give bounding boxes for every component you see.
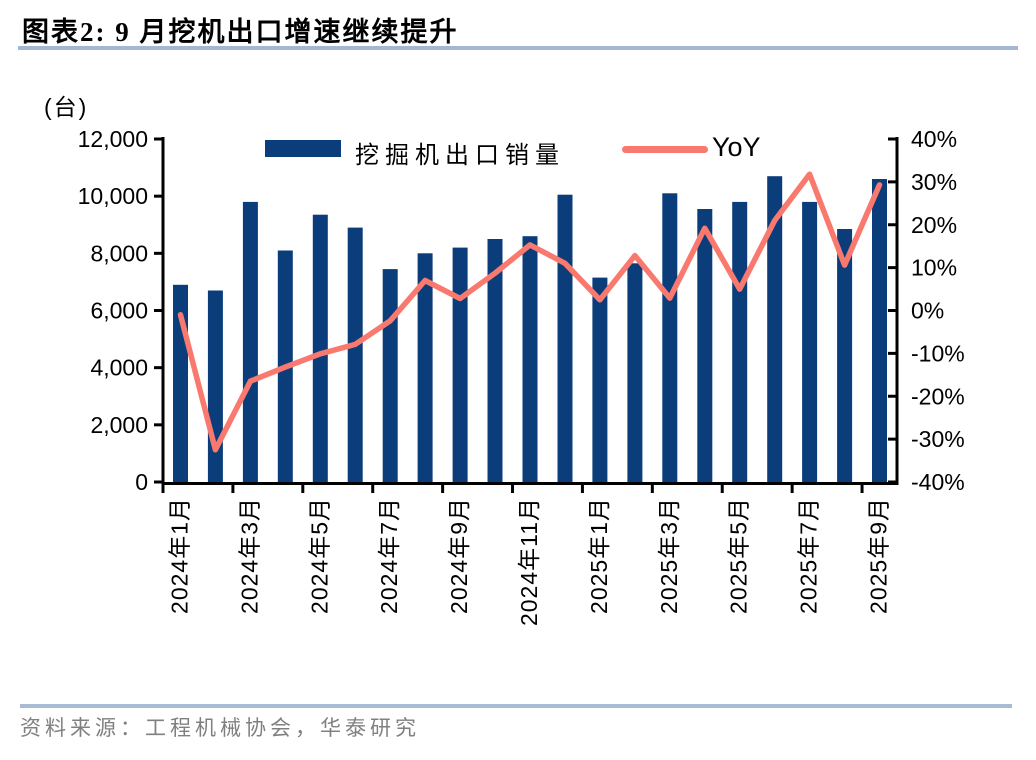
x-axis-tick-label: 2025年1月 <box>586 497 612 614</box>
right-axis-tick-label: -20% <box>911 383 965 409</box>
bar-2025年3月 <box>662 193 678 484</box>
legend-line-swatch-icon <box>622 146 708 153</box>
x-axis-tick-label: 2024年5月 <box>306 497 332 614</box>
bar-2025年6月 <box>767 176 783 484</box>
bar-2024年5月 <box>312 214 328 484</box>
right-axis-tick-label: -40% <box>911 469 965 495</box>
bar-2024年3月 <box>242 201 258 484</box>
bar-2025年4月 <box>697 209 713 484</box>
bar-2024年12月 <box>557 194 573 484</box>
legend-bar-swatch-icon <box>265 140 341 157</box>
right-axis: -40% -30% -20% -10% 0% 10% 20% 30% 40% <box>888 126 965 495</box>
left-axis-tick-label: 4,000 <box>90 355 148 381</box>
chart-title: 图表2: 9 月挖机出口增速继续提升 <box>22 17 459 47</box>
bar-2024年9月 <box>452 247 468 484</box>
right-axis-tick-label: 20% <box>911 212 957 238</box>
bar-2025年9月 <box>872 179 887 484</box>
left-axis-tick-label: 8,000 <box>90 240 148 266</box>
x-axis-labels: 2024年1月 2024年3月 2024年5月 2024年7月 2024年9月 2024年… <box>167 497 892 626</box>
x-axis-tick-label: 2024年11月 <box>516 497 542 626</box>
x-axis-tick-label: 2024年1月 <box>167 497 193 614</box>
x-axis-tick-label: 2025年3月 <box>656 497 682 614</box>
bar-2025年7月 <box>802 201 818 484</box>
right-axis-tick-label: 40% <box>911 126 957 152</box>
left-axis-tick-label: 2,000 <box>90 412 148 438</box>
right-axis-tick-label: 0% <box>911 298 944 324</box>
left-axis-tick-label: 12,000 <box>78 126 148 152</box>
left-axis-tick-label: 10,000 <box>78 183 148 209</box>
x-axis-ticks <box>161 483 864 493</box>
right-axis-tick-label: 10% <box>911 255 957 281</box>
bar-2025年2月 <box>627 263 643 484</box>
x-axis-tick-label: 2024年3月 <box>236 497 262 614</box>
left-axis-tick-label: 0 <box>135 469 148 495</box>
yoy-line <box>177 171 883 453</box>
legend-bar-label: 挖掘机出口销量 <box>355 143 565 169</box>
bar-2025年1月 <box>592 277 608 484</box>
bar-2024年11月 <box>522 236 538 484</box>
left-axis-tick-label: 6,000 <box>90 298 148 324</box>
left-axis-unit-label: (台) <box>44 94 89 120</box>
x-axis-tick-label: 2025年7月 <box>796 497 822 614</box>
bar-series <box>173 176 887 484</box>
right-axis-tick-label: -10% <box>911 340 965 366</box>
x-axis-tick-label: 2024年9月 <box>446 497 472 614</box>
title-underline <box>18 46 1018 50</box>
right-axis-tick-label: 30% <box>911 169 957 195</box>
legend-line-label: YoY <box>712 132 761 162</box>
bar-2024年6月 <box>347 227 363 484</box>
x-axis-tick-label: 2024年7月 <box>376 497 402 614</box>
left-axis: 0 2,000 4,000 6,000 8,000 10,000 12,000 <box>78 126 163 495</box>
bar-2024年2月 <box>207 290 223 484</box>
bar-2024年10月 <box>487 239 503 484</box>
bar-2025年8月 <box>837 229 853 484</box>
x-axis-tick-label: 2025年9月 <box>866 497 892 614</box>
x-axis-tick-label: 2025年5月 <box>726 497 752 614</box>
source-note: 资料来源：工程机械协会，华泰研究 <box>20 716 420 740</box>
bar-2024年8月 <box>417 253 433 484</box>
bar-2024年7月 <box>382 269 398 484</box>
right-axis-tick-label: -30% <box>911 426 965 452</box>
footer-divider <box>20 704 1012 708</box>
bar-2025年5月 <box>732 201 748 484</box>
